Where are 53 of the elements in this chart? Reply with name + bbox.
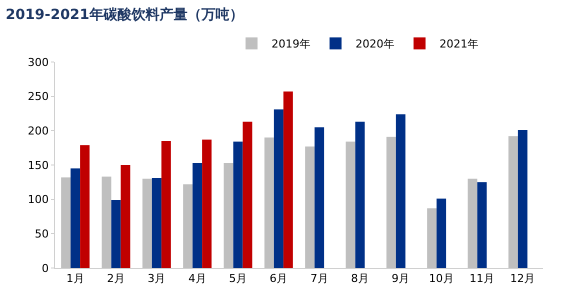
bar [233, 142, 243, 268]
legend-label: 2019年 [272, 38, 311, 51]
x-tick-label: 1月 [66, 272, 84, 286]
legend-label: 2020年 [356, 38, 395, 51]
bar [436, 198, 446, 268]
bar [192, 162, 202, 268]
x-tick-label: 2月 [107, 272, 125, 286]
bar [468, 178, 478, 268]
bar [142, 178, 152, 268]
y-tick-label: 0 [42, 262, 49, 275]
bar [355, 122, 365, 268]
bar [264, 138, 274, 268]
bar [314, 127, 324, 268]
bar [80, 145, 90, 268]
y-tick-label: 250 [28, 90, 49, 104]
x-tick-label: 8月 [351, 272, 369, 286]
bar [161, 140, 171, 268]
y-tick-label: 200 [28, 124, 49, 138]
x-tick-label: 9月 [392, 272, 410, 286]
y-tick-label: 150 [28, 158, 49, 172]
bar [305, 146, 315, 268]
bar [386, 136, 396, 268]
x-tick-label: 10月 [428, 272, 454, 286]
bar [396, 114, 406, 268]
bar [242, 122, 252, 268]
bar [61, 177, 71, 268]
bar [152, 178, 162, 268]
bar [283, 92, 293, 268]
bar [70, 168, 80, 268]
x-tick-label: 5月 [229, 272, 247, 286]
y-tick-label: 50 [34, 228, 49, 241]
chart-title: 2019-2021年碳酸饮料产量（万吨） [6, 6, 244, 23]
bar [427, 208, 437, 268]
x-tick-label: 6月 [270, 272, 288, 286]
x-tick-label: 4月 [188, 272, 206, 286]
x-tick-label: 7月 [310, 272, 328, 286]
y-tick-label: 300 [28, 56, 49, 69]
bar [202, 140, 212, 268]
bar [183, 184, 193, 268]
x-tick-label: 11月 [470, 272, 494, 286]
bar [111, 200, 121, 268]
x-tick-label: 12月 [510, 272, 536, 286]
x-tick-label: 3月 [148, 272, 166, 286]
legend-label: 2021年 [440, 38, 479, 51]
bar [224, 162, 234, 268]
bar [477, 182, 487, 268]
bar [518, 130, 528, 268]
bar [346, 142, 356, 268]
bar [274, 109, 284, 268]
bar [102, 176, 112, 268]
bar [508, 136, 518, 268]
y-tick-label: 100 [28, 193, 49, 206]
bar [120, 165, 130, 268]
